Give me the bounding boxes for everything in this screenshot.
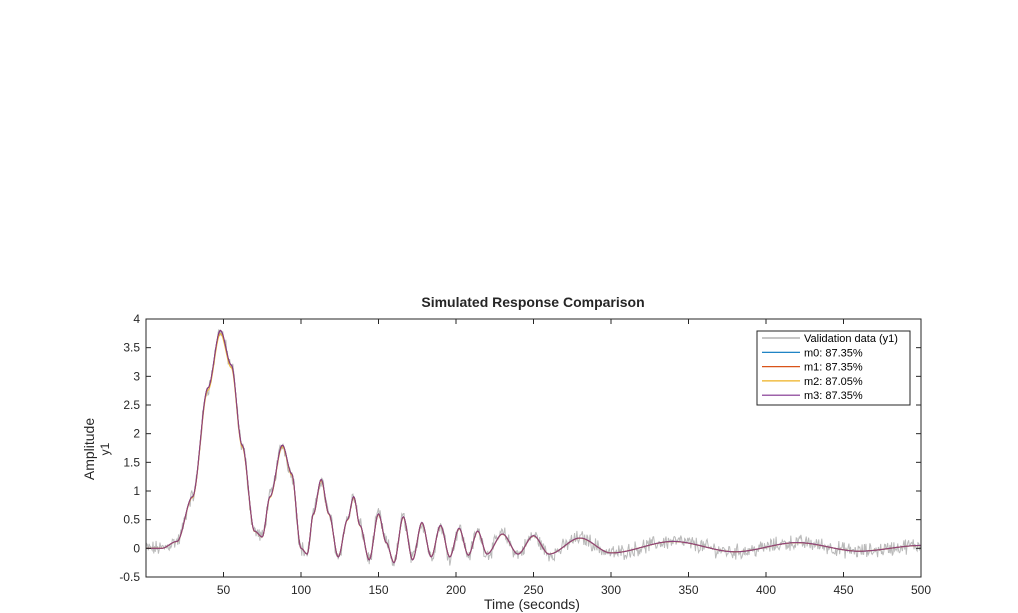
x-tick-label: 350 <box>678 583 698 597</box>
y-tick-label: 2 <box>133 427 140 441</box>
x-tick-label: 100 <box>291 583 311 597</box>
y-axis-sublabel: y1 <box>98 442 112 455</box>
y-tick-label: 0.5 <box>123 513 140 527</box>
y-tick-label: 2.5 <box>123 398 140 412</box>
x-tick-label: 450 <box>833 583 853 597</box>
series-line-4 <box>146 329 921 564</box>
x-axis-label: Time (seconds) <box>484 596 580 612</box>
x-tick-label: 500 <box>911 583 931 597</box>
x-tick-label: 150 <box>368 583 388 597</box>
legend-entry-label: m2: 87.05% <box>804 376 863 388</box>
x-tick-label: 250 <box>523 583 543 597</box>
x-tick-label: 50 <box>217 583 231 597</box>
x-axis: 50 100 150 200 250 300 350 400 450 500 <box>217 319 931 597</box>
y-axis: -0.5 0 0.5 1 1.5 2 2.5 3 3.5 4 <box>119 312 921 584</box>
y-tick-label: -0.5 <box>119 570 140 584</box>
x-tick-label: 400 <box>756 583 776 597</box>
y-axis-label: Amplitude <box>81 418 97 480</box>
legend-entry-label: m1: 87.35% <box>804 362 863 374</box>
y-tick-label: 4 <box>133 312 140 326</box>
legend-entry-label: Validation data (y1) <box>804 333 898 345</box>
legend-box <box>756 330 911 406</box>
y-tick-label: 1 <box>133 484 140 498</box>
series-layer <box>145 329 922 567</box>
chart-title: Simulated Response Comparison <box>421 294 644 310</box>
legend-entry-label: m3: 87.35% <box>804 390 863 402</box>
legend: Validation data (y1) m0: 87.35% m1: 87.35%… <box>756 330 911 406</box>
y-tick-label: 0 <box>133 541 140 555</box>
legend-entry-label: m0: 87.35% <box>804 347 863 359</box>
x-tick-label: 200 <box>446 583 466 597</box>
x-tick-label: 300 <box>601 583 621 597</box>
y-tick-label: 3 <box>133 369 140 383</box>
y-tick-label: 3.5 <box>123 341 140 355</box>
y-tick-label: 1.5 <box>123 455 140 469</box>
